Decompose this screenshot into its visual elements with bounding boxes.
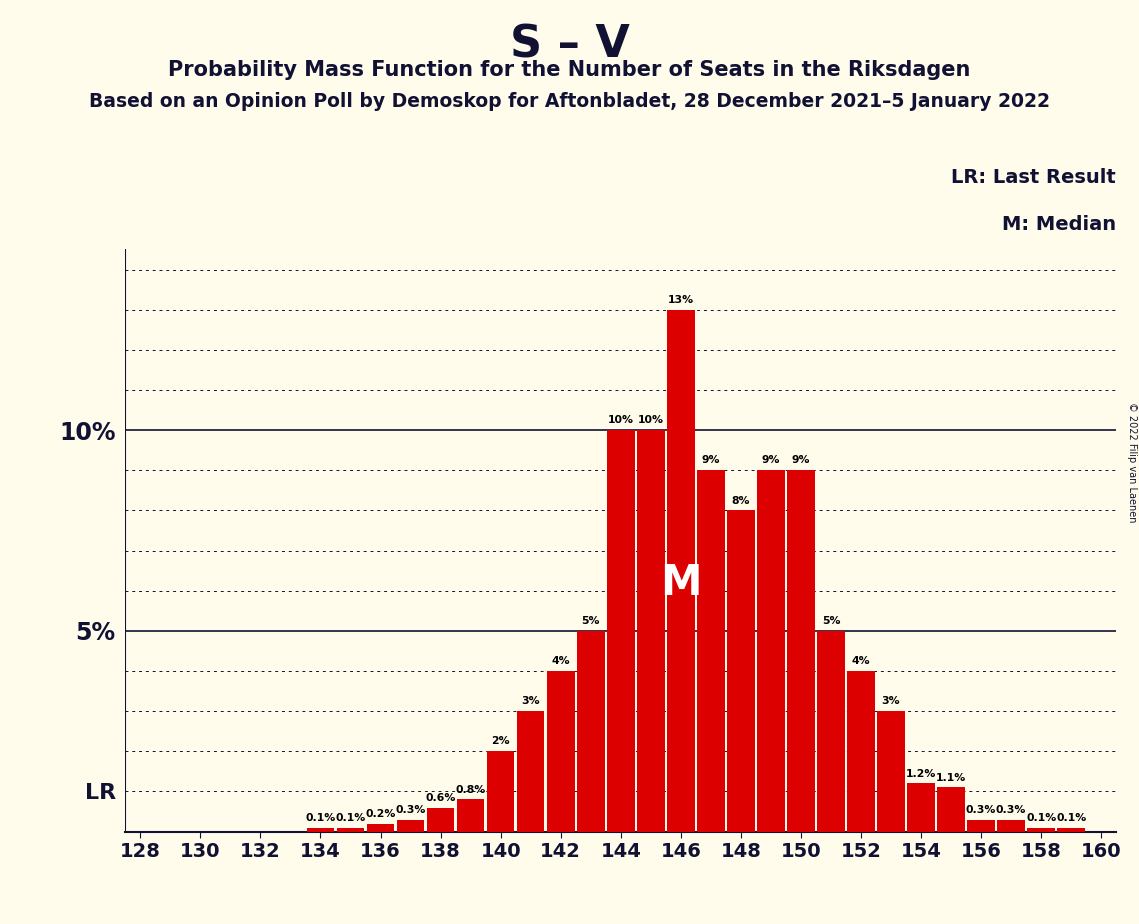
- Bar: [427, 808, 454, 832]
- Text: 4%: 4%: [551, 656, 570, 666]
- Bar: [577, 631, 605, 832]
- Text: LR: LR: [85, 784, 116, 804]
- Text: 0.8%: 0.8%: [456, 784, 485, 795]
- Bar: [817, 631, 845, 832]
- Bar: [667, 310, 695, 832]
- Bar: [937, 787, 965, 832]
- Text: Based on an Opinion Poll by Demoskop for Aftonbladet, 28 December 2021–5 January: Based on an Opinion Poll by Demoskop for…: [89, 92, 1050, 112]
- Bar: [697, 470, 724, 832]
- Text: 5%: 5%: [582, 616, 600, 626]
- Text: 0.6%: 0.6%: [425, 793, 456, 803]
- Bar: [757, 470, 785, 832]
- Text: 0.1%: 0.1%: [305, 813, 336, 822]
- Text: LR: Last Result: LR: Last Result: [951, 168, 1116, 187]
- Bar: [727, 510, 755, 832]
- Text: Probability Mass Function for the Number of Seats in the Riksdagen: Probability Mass Function for the Number…: [169, 60, 970, 80]
- Bar: [787, 470, 814, 832]
- Bar: [847, 671, 875, 832]
- Bar: [998, 820, 1025, 832]
- Bar: [1027, 828, 1055, 832]
- Text: 9%: 9%: [792, 456, 810, 466]
- Text: 0.3%: 0.3%: [966, 805, 997, 815]
- Text: 8%: 8%: [731, 495, 751, 505]
- Text: 5%: 5%: [821, 616, 841, 626]
- Text: 1.1%: 1.1%: [936, 772, 966, 783]
- Text: 10%: 10%: [608, 415, 633, 425]
- Text: 9%: 9%: [702, 456, 720, 466]
- Bar: [306, 828, 334, 832]
- Text: 0.3%: 0.3%: [995, 805, 1026, 815]
- Bar: [367, 823, 394, 832]
- Text: M: M: [661, 562, 702, 603]
- Text: 0.2%: 0.2%: [366, 808, 395, 819]
- Bar: [637, 431, 664, 832]
- Text: 3%: 3%: [522, 697, 540, 706]
- Text: 0.1%: 0.1%: [1056, 813, 1087, 822]
- Text: 1.2%: 1.2%: [906, 769, 936, 779]
- Bar: [396, 820, 425, 832]
- Text: S – V: S – V: [509, 23, 630, 67]
- Bar: [486, 751, 515, 832]
- Bar: [337, 828, 364, 832]
- Text: 4%: 4%: [852, 656, 870, 666]
- Bar: [908, 784, 935, 832]
- Bar: [517, 711, 544, 832]
- Text: 3%: 3%: [882, 697, 900, 706]
- Bar: [967, 820, 994, 832]
- Bar: [607, 431, 634, 832]
- Bar: [1057, 828, 1085, 832]
- Bar: [877, 711, 904, 832]
- Bar: [457, 799, 484, 832]
- Text: 0.1%: 0.1%: [1026, 813, 1056, 822]
- Text: 10%: 10%: [638, 415, 664, 425]
- Text: 0.3%: 0.3%: [395, 805, 426, 815]
- Text: 9%: 9%: [762, 456, 780, 466]
- Text: 0.1%: 0.1%: [335, 813, 366, 822]
- Bar: [547, 671, 574, 832]
- Text: 2%: 2%: [491, 736, 510, 747]
- Text: M: Median: M: Median: [1002, 214, 1116, 234]
- Text: 13%: 13%: [667, 295, 694, 305]
- Text: © 2022 Filip van Laenen: © 2022 Filip van Laenen: [1126, 402, 1137, 522]
